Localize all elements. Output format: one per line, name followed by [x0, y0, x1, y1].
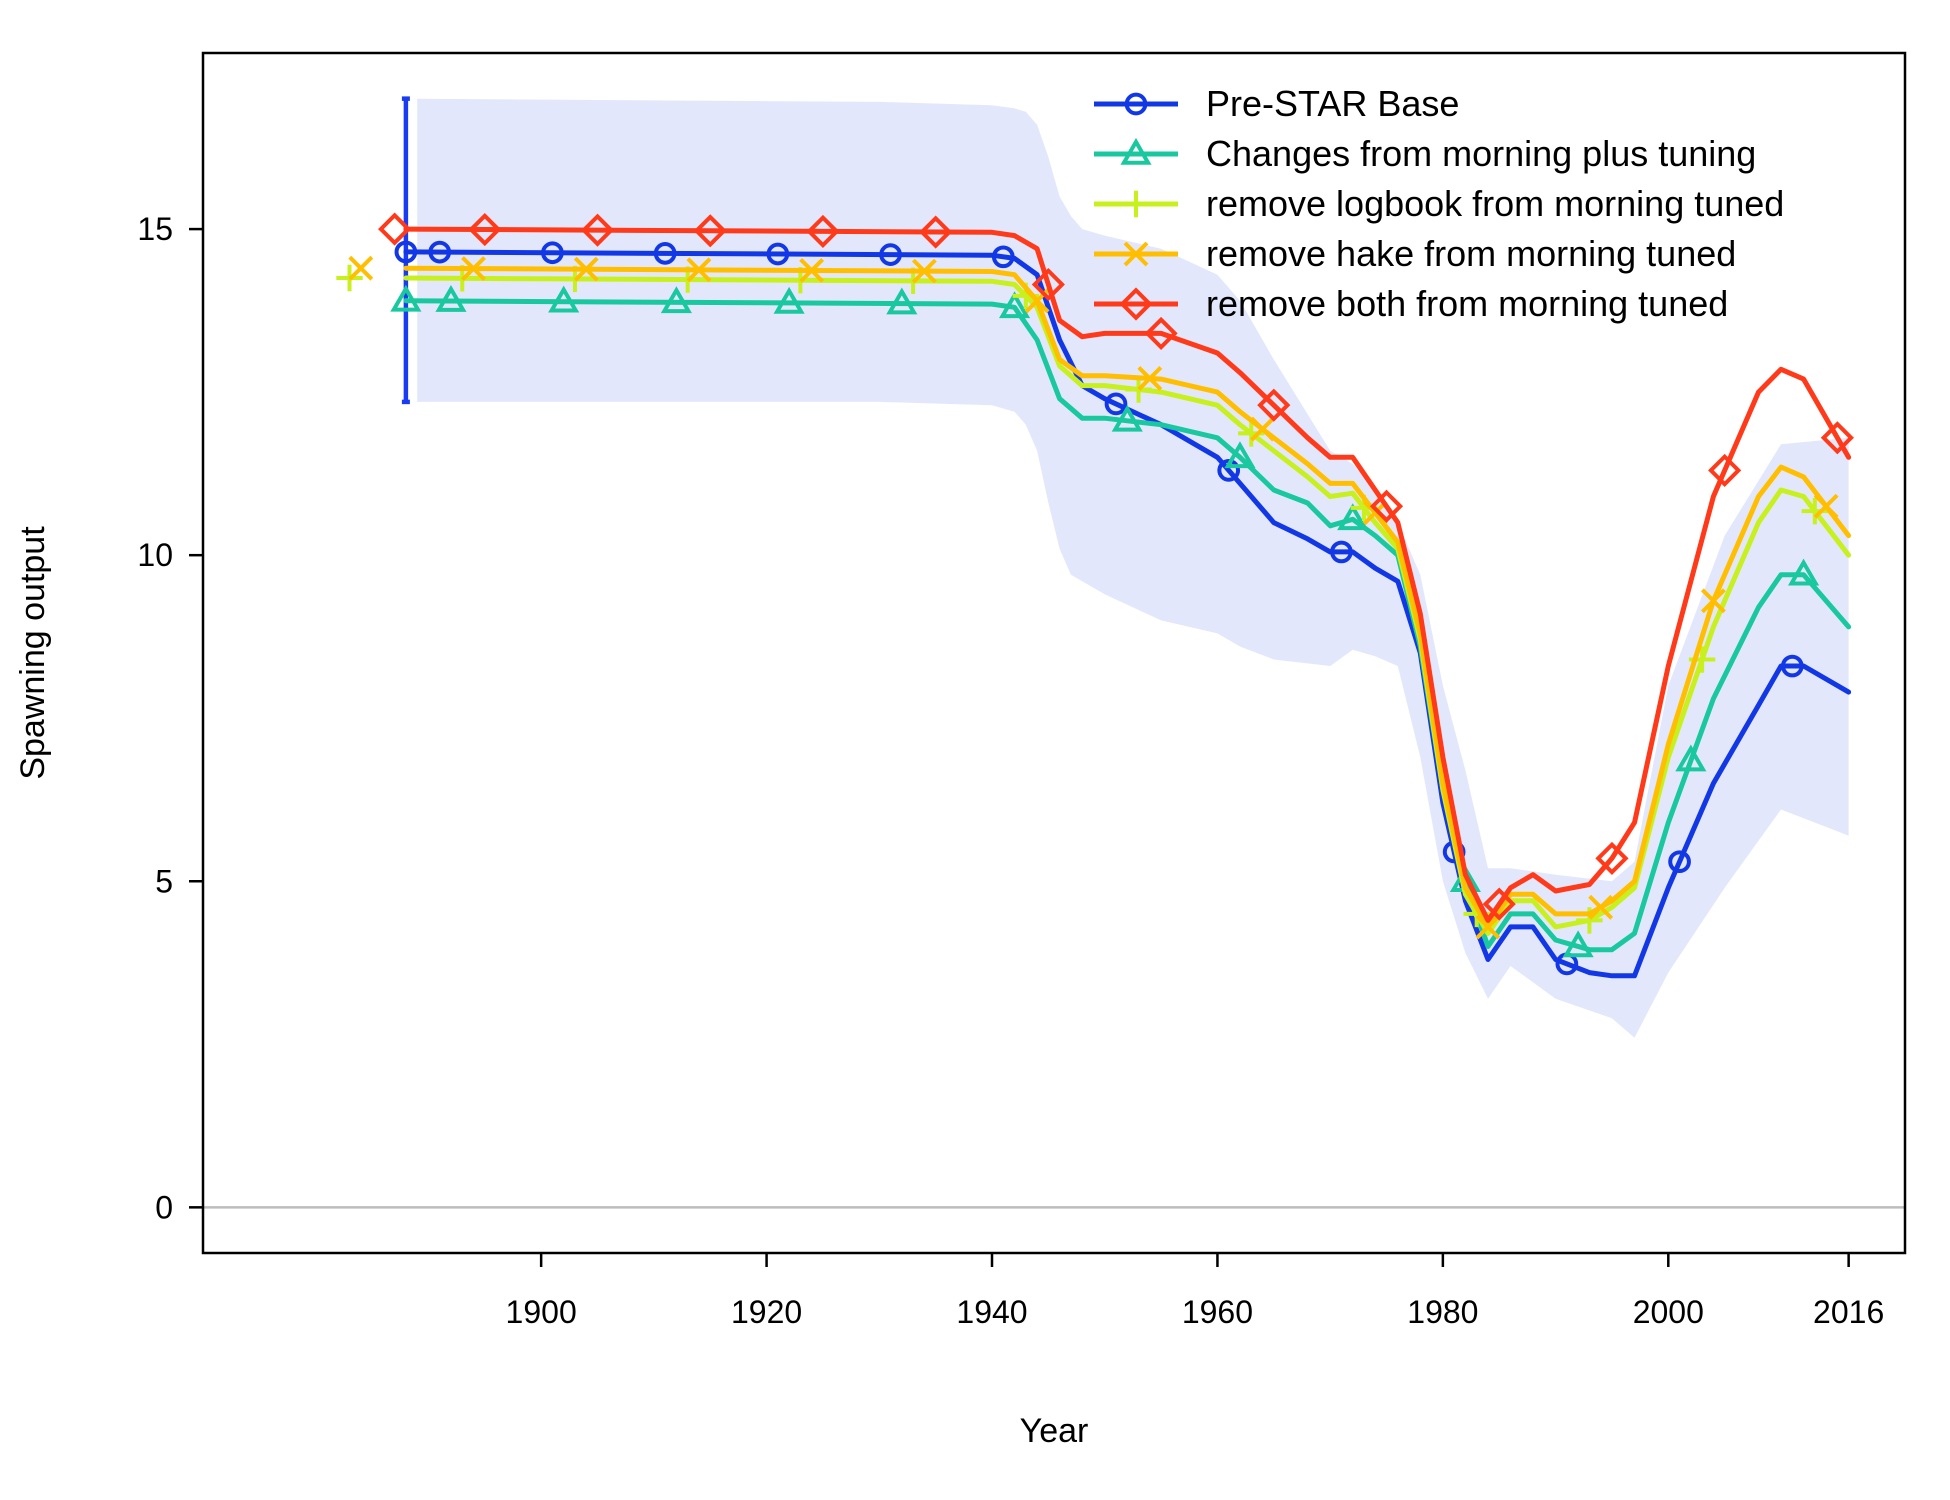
series-marker [1137, 366, 1163, 391]
x-axis-title: Year [1020, 1412, 1089, 1450]
y-tick-label: 15 [137, 211, 173, 247]
legend-swatch-marker [1119, 287, 1153, 321]
confidence-band [417, 98, 1849, 1038]
series-marker [1125, 376, 1152, 403]
series-marker [461, 256, 486, 282]
series-marker [1330, 540, 1353, 564]
x-tick-label: 1900 [506, 1294, 577, 1330]
legend-item: Pre-STAR Base [1094, 83, 1459, 124]
series-marker [879, 243, 902, 266]
series-marker [1820, 421, 1854, 455]
x-tick-label: 1940 [956, 1294, 1027, 1330]
series-marker [806, 214, 840, 248]
series-marker [1257, 388, 1291, 422]
series-marker [1668, 850, 1691, 874]
series-marker [435, 284, 467, 312]
x-axis-ticks: 1900 1920 1940 1960 1980 2000 2016 [506, 1253, 1884, 1330]
series-marker [1362, 500, 1388, 526]
legend-label: remove hake from morning tuned [1206, 233, 1736, 274]
y-tick-label: 10 [137, 537, 173, 573]
series-marker [693, 214, 727, 248]
legend-item: remove logbook from morning tuned [1094, 183, 1784, 224]
series-marker [1104, 392, 1128, 416]
series-marker [1562, 930, 1594, 958]
series-marker [660, 286, 692, 314]
legend-item: remove hake from morning tuned [1094, 233, 1736, 274]
series-marker [991, 245, 1015, 269]
series-marker [919, 215, 953, 249]
series-layer [336, 212, 1854, 979]
series-marker [394, 240, 418, 264]
series-marker [548, 285, 580, 313]
series-5 [378, 212, 1854, 923]
series-marker [1111, 404, 1143, 432]
series-marker [1475, 914, 1501, 940]
series-marker [799, 258, 825, 283]
series-marker [686, 257, 712, 283]
x-tick-label: 2016 [1813, 1294, 1884, 1330]
x-tick-label: 1980 [1407, 1294, 1478, 1330]
series-marker [348, 255, 374, 281]
x-tick-label: 2000 [1633, 1294, 1704, 1330]
series-marker [1369, 489, 1404, 523]
series-marker [1588, 894, 1614, 920]
series-marker [1482, 887, 1516, 921]
series-marker [1780, 654, 1804, 678]
series-marker [1031, 267, 1065, 302]
series-marker [1250, 416, 1275, 442]
legend-label: Pre-STAR Base [1206, 83, 1459, 124]
series-marker [1144, 316, 1178, 351]
legend: Pre-STAR Base Changes from morning plus t… [1094, 83, 1784, 324]
series-marker [378, 212, 412, 246]
series-marker [1813, 493, 1839, 519]
legend-label: Changes from morning plus tuning [1206, 133, 1756, 174]
series-marker [998, 291, 1031, 319]
legend-swatch-marker [1123, 241, 1149, 267]
x-tick-label: 1920 [731, 1294, 802, 1330]
x-tick-label: 1960 [1182, 1294, 1253, 1330]
series-marker [1787, 558, 1820, 586]
legend-swatch-marker [1124, 92, 1148, 116]
legend-swatch-marker [1122, 190, 1150, 218]
y-tick-label: 5 [155, 863, 173, 899]
series-marker [911, 258, 937, 284]
axes-layer [201, 51, 1907, 1255]
series-line [403, 226, 1852, 923]
series-marker [541, 241, 564, 265]
legend-swatch-marker [1120, 137, 1152, 165]
series-marker [573, 256, 599, 282]
confidence-band-layer [417, 98, 1849, 1038]
series-marker [1675, 744, 1707, 772]
series-marker [1700, 588, 1726, 614]
series-marker [773, 286, 805, 314]
y-axis-title: Spawning output [14, 526, 52, 780]
series-line [403, 265, 1852, 930]
series-marker [1708, 453, 1742, 487]
y-axis-ticks: 0 5 10 15 [137, 211, 203, 1225]
legend-item: remove both from morning tuned [1094, 283, 1728, 324]
plot-frame [201, 51, 1907, 1255]
series-marker [390, 284, 422, 312]
legend-item: Changes from morning plus tuning [1094, 133, 1756, 174]
series-marker [468, 212, 502, 247]
series-marker [1337, 503, 1369, 531]
series-marker [766, 242, 790, 266]
series-marker [580, 213, 615, 247]
series-marker [653, 242, 677, 265]
series-marker [1224, 441, 1256, 469]
y-tick-label: 0 [155, 1189, 173, 1225]
legend-label: remove both from morning tuned [1206, 283, 1728, 324]
series-marker [428, 240, 452, 264]
series-marker [886, 287, 918, 315]
legend-label: remove logbook from morning tuned [1206, 183, 1784, 224]
series-marker [1595, 841, 1629, 876]
series-4 [348, 255, 1852, 940]
